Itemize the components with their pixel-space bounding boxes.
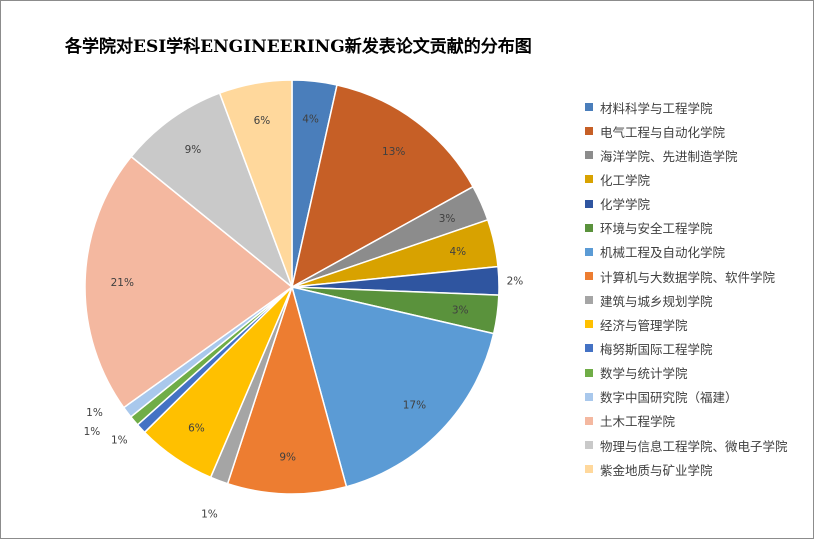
legend-swatch bbox=[585, 151, 593, 160]
pie-slice bbox=[290, 84, 475, 289]
legend-swatch bbox=[585, 296, 593, 305]
pie-slice bbox=[218, 79, 293, 288]
legend-swatch bbox=[585, 103, 593, 112]
slice-label: 17% bbox=[403, 400, 426, 412]
legend-swatch bbox=[585, 272, 593, 281]
slice-label: 21% bbox=[111, 277, 134, 289]
slice-label: 13% bbox=[382, 146, 405, 158]
slice-label: 2% bbox=[507, 275, 524, 287]
legend-label: 电气工程与自动化学院 bbox=[600, 124, 726, 140]
legend-label: 化学学院 bbox=[600, 197, 651, 213]
legend-swatch bbox=[585, 441, 593, 450]
legend-label: 化工学院 bbox=[600, 172, 651, 188]
legend-item: 经济与管理学院 bbox=[585, 312, 788, 336]
legend-swatch bbox=[585, 199, 593, 208]
slice-label: 3% bbox=[439, 213, 456, 225]
legend-swatch bbox=[585, 223, 593, 232]
pie-slice bbox=[226, 284, 348, 495]
legend-label: 数学与统计学院 bbox=[600, 366, 688, 382]
legend-label: 数字中国研究院（福建） bbox=[600, 390, 738, 406]
legend-item: 化工学院 bbox=[585, 167, 788, 191]
legend: 材料科学与工程学院 电气工程与自动化学院 海洋学院、先进制造学院 化工学院化学学院环境… bbox=[585, 95, 788, 481]
legend-swatch bbox=[585, 320, 593, 329]
legend-label: 经济与管理学院 bbox=[600, 317, 688, 333]
slice-label: 3% bbox=[452, 305, 469, 317]
legend-item: 数学与统计学院 bbox=[585, 361, 788, 385]
legend-swatch bbox=[585, 392, 593, 401]
slice-label: 1% bbox=[84, 426, 101, 438]
slice-label: 6% bbox=[188, 422, 205, 434]
pie-slice bbox=[84, 155, 294, 409]
legend-label: 紫金地质与矿业学院 bbox=[600, 462, 713, 478]
legend-item: 电气工程与自动化学院 bbox=[585, 119, 788, 143]
legend-label: 材料科学与工程学院 bbox=[600, 100, 713, 116]
slice-label: 1% bbox=[201, 509, 218, 521]
legend-label: 计算机与大数据学院、软件学院 bbox=[600, 269, 776, 285]
slice-label: 4% bbox=[449, 246, 466, 258]
legend-label: 机械工程及自动化学院 bbox=[600, 245, 726, 261]
legend-swatch bbox=[585, 175, 593, 184]
legend-label: 环境与安全工程学院 bbox=[600, 221, 713, 237]
legend-swatch bbox=[585, 368, 593, 377]
legend-item: 紫金地质与矿业学院 bbox=[585, 457, 788, 481]
legend-label: 物理与信息工程学院、微电子学院 bbox=[600, 438, 788, 454]
legend-item: 化学学院 bbox=[585, 192, 788, 216]
legend-swatch bbox=[585, 416, 593, 425]
pie-slice bbox=[130, 92, 294, 290]
legend-item: 梅努斯国际工程学院 bbox=[585, 336, 788, 360]
slice-label: 4% bbox=[302, 113, 319, 125]
legend-item: 海洋学院、先进制造学院 bbox=[585, 143, 788, 167]
legend-item: 环境与安全工程学院 bbox=[585, 216, 788, 240]
legend-item: 物理与信息工程学院、微电子学院 bbox=[585, 433, 788, 457]
legend-item: 土木工程学院 bbox=[585, 409, 788, 433]
slice-label: 1% bbox=[111, 435, 128, 447]
slice-label: 6% bbox=[254, 115, 271, 127]
slice-label: 9% bbox=[185, 144, 202, 156]
legend-item: 机械工程及自动化学院 bbox=[585, 240, 788, 264]
legend-item: 数字中国研究院（福建） bbox=[585, 385, 788, 409]
legend-swatch bbox=[585, 344, 593, 353]
legend-swatch bbox=[585, 247, 593, 256]
legend-swatch bbox=[585, 465, 593, 474]
legend-label: 土木工程学院 bbox=[600, 414, 676, 430]
chart-title: 各学院对ESI学科ENGINEERING新发表论文贡献的分布图 bbox=[65, 37, 532, 57]
legend-swatch bbox=[585, 127, 593, 136]
slice-label: 1% bbox=[86, 407, 103, 419]
legend-item: 建筑与城乡规划学院 bbox=[585, 288, 788, 312]
legend-label: 建筑与城乡规划学院 bbox=[600, 293, 713, 309]
legend-label: 海洋学院、先进制造学院 bbox=[600, 148, 738, 164]
slice-label: 9% bbox=[279, 452, 296, 464]
legend-label: 梅努斯国际工程学院 bbox=[600, 341, 713, 357]
legend-item: 材料科学与工程学院 bbox=[585, 95, 788, 119]
legend-item: 计算机与大数据学院、软件学院 bbox=[585, 264, 788, 288]
pie-slice bbox=[290, 285, 495, 488]
